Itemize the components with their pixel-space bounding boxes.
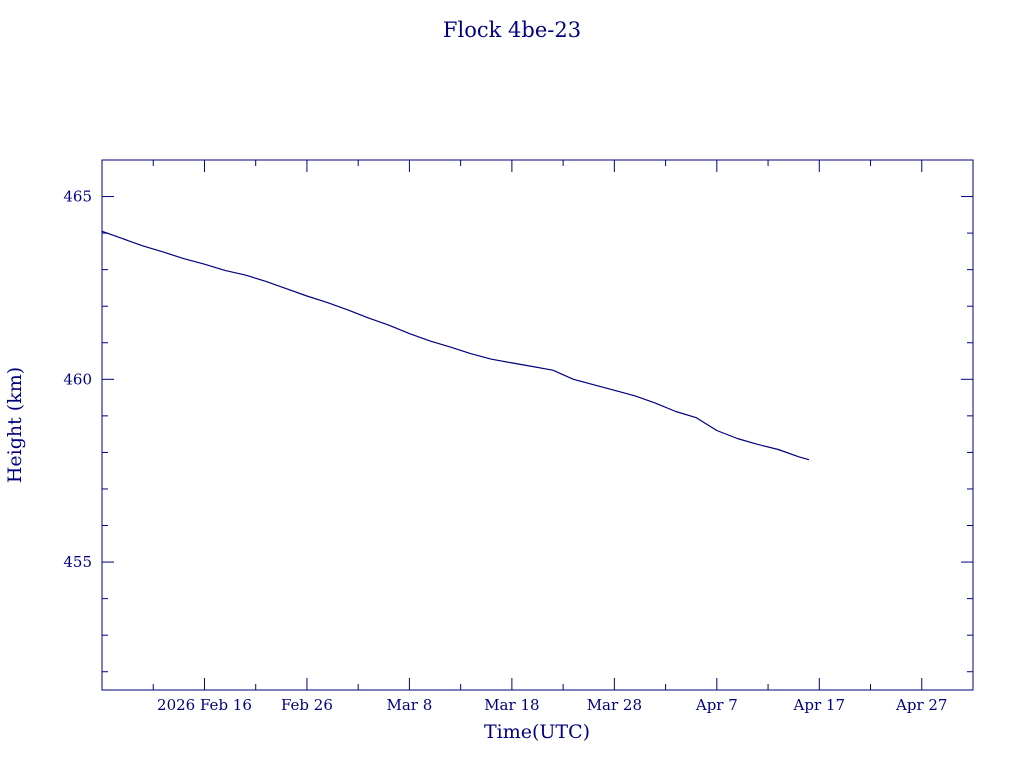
- x-tick-label: 2026 Feb 16: [157, 696, 252, 714]
- y-tick-label: 465: [63, 188, 92, 206]
- y-axis-title: Height (km): [4, 367, 26, 483]
- y-tick-label: 455: [63, 553, 92, 571]
- y-tick-label: 460: [63, 370, 92, 388]
- y-axis-ticks: 455 460 465: [63, 159, 973, 673]
- x-tick-label: Mar 8: [387, 696, 433, 714]
- x-tick-label: Mar 28: [587, 696, 642, 714]
- x-axis-ticks: 2026 Feb 16 Feb 26 Mar 8 Mar 18 Mar 28 Apr 7 A…: [101, 160, 974, 714]
- plot-frame: [101, 159, 974, 691]
- x-tick-label: Apr 7: [695, 696, 738, 714]
- x-tick-label: Feb 26: [281, 696, 333, 714]
- chart-title: Flock 4be-23: [443, 18, 581, 42]
- x-axis-title: Time(UTC): [484, 721, 590, 743]
- x-tick-label: Apr 17: [793, 696, 845, 714]
- x-tick-label: Mar 18: [484, 696, 539, 714]
- height-series-line: [101, 230, 810, 461]
- x-tick-label: Apr 27: [895, 696, 947, 714]
